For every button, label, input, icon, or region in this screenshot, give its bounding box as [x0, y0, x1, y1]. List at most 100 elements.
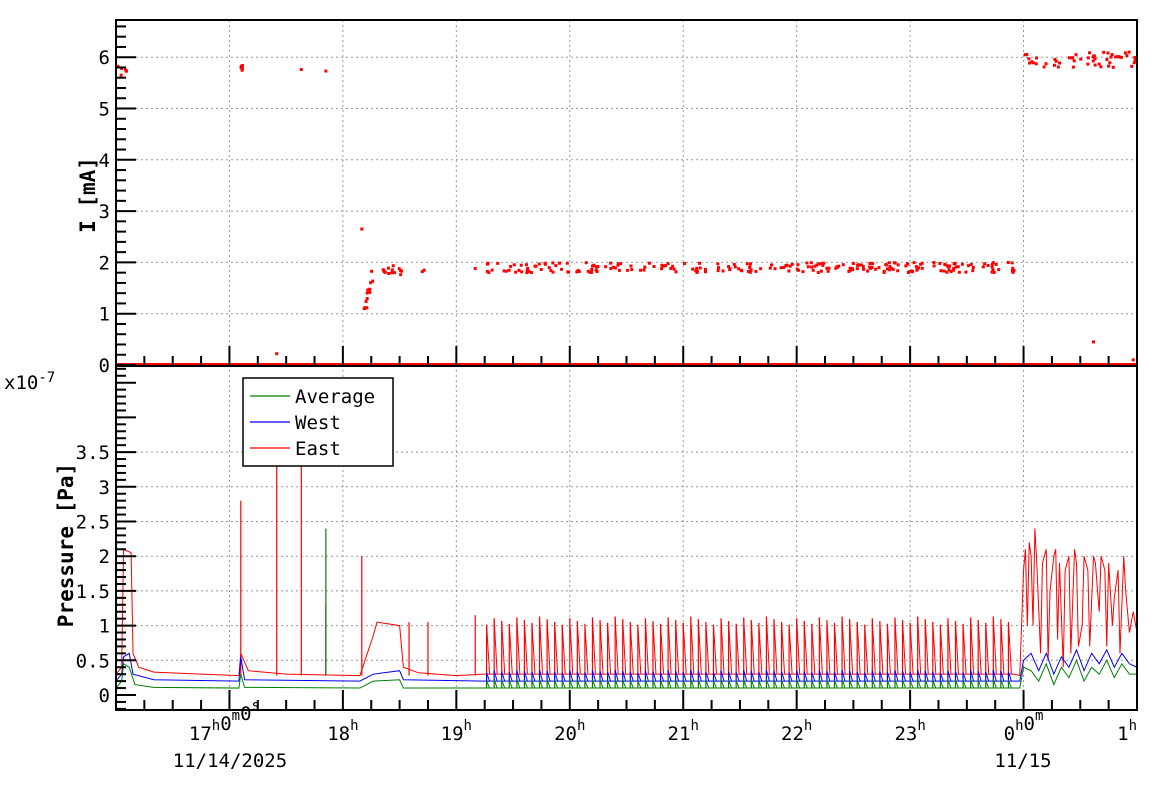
- spike-decay-west: [909, 671, 914, 682]
- spike-decay-east: [954, 621, 959, 675]
- current-point: [1131, 358, 1135, 362]
- spike-decay-east: [720, 618, 725, 675]
- top-y-axis-title: I [mA]: [76, 157, 100, 233]
- current-point: [567, 270, 571, 274]
- current-point: [716, 266, 720, 270]
- current-point: [609, 267, 613, 271]
- spike-decay-east: [637, 624, 642, 675]
- spike-decay-east: [523, 620, 528, 675]
- current-point: [560, 267, 564, 271]
- spike-decay-east: [576, 621, 581, 675]
- spike-decay-east: [486, 624, 491, 675]
- current-point: [543, 261, 547, 265]
- current-point: [590, 267, 594, 271]
- current-point: [732, 262, 736, 266]
- current-point: [703, 270, 707, 274]
- spike-decay-east: [826, 620, 831, 675]
- current-point: [386, 266, 390, 270]
- current-point: [558, 261, 562, 265]
- spike-decay-east: [992, 616, 997, 675]
- current-point: [893, 261, 897, 265]
- spike-decay-east: [584, 623, 589, 675]
- current-point: [990, 263, 994, 267]
- current-point: [896, 263, 900, 267]
- current-point: [971, 266, 975, 270]
- current-point: [956, 265, 960, 269]
- spike-decay-average: [713, 680, 717, 689]
- current-point: [674, 270, 678, 274]
- spike-decay-east: [902, 620, 907, 675]
- current-point: [868, 265, 872, 269]
- spike-decay-average: [849, 679, 854, 689]
- spike-decay-east: [735, 623, 740, 675]
- current-point: [369, 281, 373, 285]
- current-point: [779, 266, 783, 270]
- spike-decay-west: [834, 671, 838, 682]
- y-tick-label-bottom: 2.5: [76, 512, 110, 534]
- spike-decay-average: [977, 679, 982, 689]
- current-point: [1092, 340, 1096, 344]
- current-point: [1099, 65, 1103, 69]
- current-point: [1092, 54, 1096, 58]
- current-point: [1091, 59, 1095, 63]
- y-tick-label-top: 1: [99, 304, 110, 326]
- spike-decay-average: [788, 680, 793, 689]
- current-point: [790, 262, 794, 266]
- current-point: [660, 267, 664, 271]
- current-point: [861, 264, 865, 268]
- series-average: [115, 528, 1137, 689]
- spike-decay-average: [735, 680, 740, 689]
- current-point: [915, 267, 919, 271]
- current-point: [932, 261, 936, 265]
- spike-decay-east: [803, 621, 808, 675]
- spike-decay-west: [962, 672, 967, 682]
- current-point: [1072, 59, 1076, 63]
- current-point: [1028, 61, 1032, 65]
- series-west: [115, 648, 1138, 682]
- spike-decay-east: [781, 621, 786, 675]
- spike-decay-average: [894, 679, 899, 689]
- spike-decay-east: [1007, 621, 1012, 675]
- current-point: [527, 270, 531, 274]
- x-tick-label: 20h: [554, 718, 585, 745]
- current-point: [770, 263, 774, 267]
- current-point: [917, 266, 921, 270]
- spike-decay-average: [992, 679, 997, 689]
- current-point: [912, 261, 916, 265]
- current-point: [422, 268, 426, 272]
- y-tick-label-bottom: 3: [99, 477, 110, 499]
- spike-decay-west: [637, 672, 642, 682]
- current-point: [703, 267, 707, 271]
- current-point: [816, 270, 820, 274]
- spike-decay-east: [818, 617, 823, 675]
- current-point: [1058, 61, 1062, 65]
- current-point: [1071, 56, 1075, 60]
- spike-decay-east: [947, 618, 952, 675]
- x-tick-label: 21h: [668, 718, 699, 745]
- spike-decay-average: [493, 679, 498, 689]
- current-point: [537, 262, 541, 266]
- current-point: [1034, 62, 1038, 66]
- spike-decay-average: [629, 680, 634, 689]
- spike-decay-west: [871, 670, 876, 682]
- x-tick-label: 18h: [327, 718, 358, 745]
- y-tick-label-top: 5: [99, 99, 110, 121]
- current-point: [862, 267, 866, 271]
- current-point: [822, 261, 826, 265]
- current-point: [1042, 65, 1046, 69]
- spike-decay-east: [675, 620, 680, 675]
- current-point: [611, 265, 615, 269]
- current-point: [490, 268, 494, 272]
- spike-decay-west: [728, 671, 733, 682]
- current-point: [547, 266, 551, 270]
- spike-decay-east: [811, 623, 816, 675]
- current-point: [1123, 51, 1127, 55]
- spike-decay-west: [531, 671, 536, 682]
- current-point: [943, 262, 947, 266]
- current-point: [919, 262, 923, 266]
- current-point: [554, 264, 558, 268]
- spike-decay-average: [886, 680, 891, 689]
- current-point: [368, 287, 372, 291]
- current-point: [368, 290, 372, 294]
- current-point: [737, 267, 741, 271]
